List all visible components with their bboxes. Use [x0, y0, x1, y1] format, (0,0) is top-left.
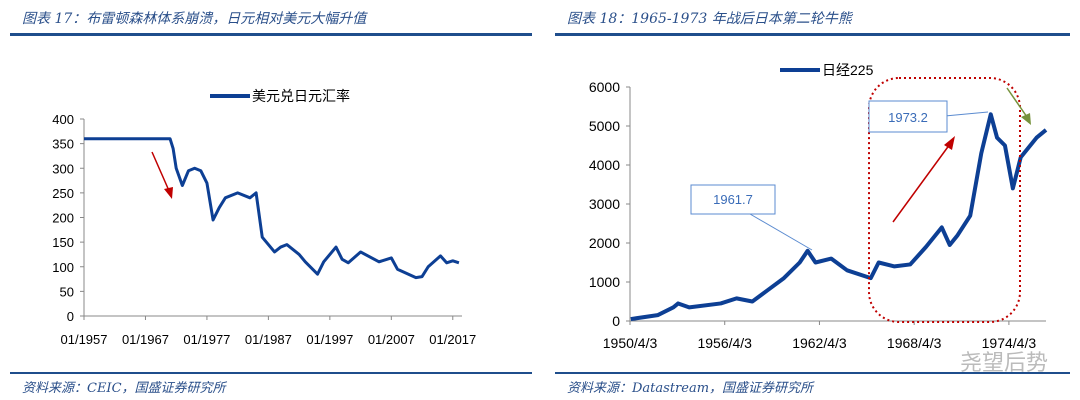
callout-text: 1961.7: [713, 192, 753, 207]
x-tick-label: 1950/4/3: [603, 335, 658, 351]
right-title-rule: [555, 33, 1070, 36]
callout-leader: [749, 213, 813, 251]
x-tick-label: 01/1967: [122, 332, 169, 347]
callout-box: [690, 184, 776, 215]
arrow-red-head: [164, 187, 173, 199]
y-tick-label: 4000: [589, 157, 620, 173]
y-tick-label: 5000: [589, 118, 620, 134]
x-tick-label: 1962/4/3: [792, 335, 847, 351]
left-title-rule: [10, 33, 532, 36]
y-tick-label: 350: [52, 137, 74, 152]
callout-box: [868, 100, 948, 133]
x-tick-label: 01/1957: [61, 332, 108, 347]
right-source: 资料来源：Datastream，国盛证券研究所: [567, 381, 814, 396]
arrow-green: [1006, 87, 1028, 118]
x-tick-label: 01/2017: [429, 332, 476, 347]
right-chart-title: 图表 18：1965-1973 年战后日本第二轮牛熊: [567, 11, 852, 27]
y-tick-label: 2000: [589, 235, 620, 251]
y-tick-label: 250: [52, 186, 74, 201]
y-tick-label: 150: [52, 235, 74, 250]
left-source-rule: [10, 372, 532, 374]
x-tick-label: 01/1997: [306, 332, 353, 347]
left-source: 资料来源：CEIC，国盛证券研究所: [22, 381, 226, 396]
left-chart-title: 图表 17：布雷顿森林体系崩溃，日元相对美元大幅升值: [22, 11, 367, 27]
series-line: [84, 137, 460, 280]
y-tick-label: 200: [52, 211, 74, 226]
legend-label: 美元兑日元汇率: [252, 88, 350, 104]
highlight-box: [868, 77, 1021, 323]
y-tick-label: 6000: [589, 79, 620, 95]
y-tick-label: 100: [52, 260, 74, 275]
arrow-red: [151, 151, 171, 194]
x-tick-label: 1974/4/3: [982, 335, 1037, 351]
y-tick-label: 50: [60, 284, 74, 299]
right-source-rule: [555, 372, 1070, 374]
legend-label: 日经225: [822, 62, 874, 78]
y-tick-label: 1000: [589, 274, 620, 290]
x-tick-label: 01/2007: [368, 332, 415, 347]
y-tick-label: 3000: [589, 196, 620, 212]
y-tick-label: 400: [52, 112, 74, 127]
arrow-green-head: [1021, 113, 1031, 125]
callout-text: 1973.2: [888, 110, 928, 125]
series-line: [630, 112, 1048, 322]
x-tick-label: 1956/4/3: [697, 335, 752, 351]
x-tick-label: 01/1987: [245, 332, 292, 347]
x-tick-label: 1968/4/3: [887, 335, 942, 351]
y-tick-label: 0: [67, 309, 74, 324]
arrow-red: [892, 143, 951, 223]
y-tick-label: 300: [52, 161, 74, 176]
x-tick-label: 01/1977: [183, 332, 230, 347]
y-tick-label: 0: [612, 313, 620, 329]
arrow-red-head: [944, 136, 955, 150]
watermark: 尧望后势: [960, 351, 1049, 376]
